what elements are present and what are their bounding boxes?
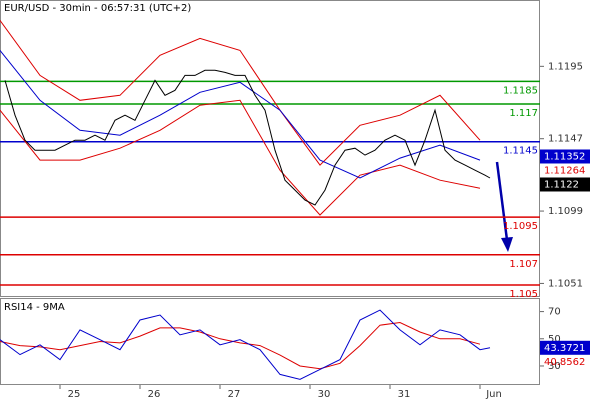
price-tag-box bbox=[540, 149, 590, 164]
y-tick-label: 50 bbox=[548, 334, 561, 345]
rsi-title: RSI14 - 9MA bbox=[4, 302, 65, 313]
level-label: 1.105 bbox=[509, 289, 538, 300]
series-line bbox=[0, 50, 481, 179]
level-label: 1.1145 bbox=[503, 146, 538, 157]
y-tick-label: 1.1195 bbox=[548, 61, 583, 72]
main-frame bbox=[0, 0, 540, 297]
price-tag-box bbox=[540, 340, 590, 355]
level-label: 1.1185 bbox=[503, 85, 538, 96]
x-tick-label: 27 bbox=[228, 389, 241, 400]
y-tick-label: 30 bbox=[548, 361, 561, 372]
level-label: 1.107 bbox=[509, 259, 538, 270]
y-tick-label: 1.1099 bbox=[548, 206, 583, 217]
y-tick-label: 70 bbox=[548, 307, 561, 318]
price-tag: 1.11352 bbox=[544, 151, 585, 162]
level-label: 1.1095 bbox=[503, 221, 538, 232]
x-tick-label: 30 bbox=[318, 389, 331, 400]
price-tag: 1.11264 bbox=[544, 165, 585, 176]
price-tag: 43.3721 bbox=[544, 343, 585, 354]
series-line bbox=[0, 309, 491, 380]
rsi-frame bbox=[0, 298, 540, 385]
price-tag-box bbox=[540, 177, 590, 192]
price-tag: 1.1122 bbox=[544, 179, 579, 190]
x-tick-label: Jun bbox=[485, 389, 502, 400]
chart-title: EUR/USD - 30min - 06:57:31 (UTC+2) bbox=[4, 3, 191, 14]
forecast-arrow bbox=[495, 161, 509, 241]
x-tick-label: 25 bbox=[68, 389, 81, 400]
series-line bbox=[0, 20, 481, 166]
level-label: 1.117 bbox=[509, 108, 538, 119]
arrow-head bbox=[501, 237, 513, 252]
series-line bbox=[0, 99, 481, 216]
series-line bbox=[4, 69, 491, 206]
price-tag: 40.8562 bbox=[544, 357, 585, 368]
series-line bbox=[0, 321, 481, 370]
x-tick-label: 26 bbox=[148, 389, 161, 400]
y-tick-label: 1.1051 bbox=[548, 278, 583, 289]
x-tick-label: 31 bbox=[398, 389, 411, 400]
y-tick-label: 1.1147 bbox=[548, 134, 583, 145]
